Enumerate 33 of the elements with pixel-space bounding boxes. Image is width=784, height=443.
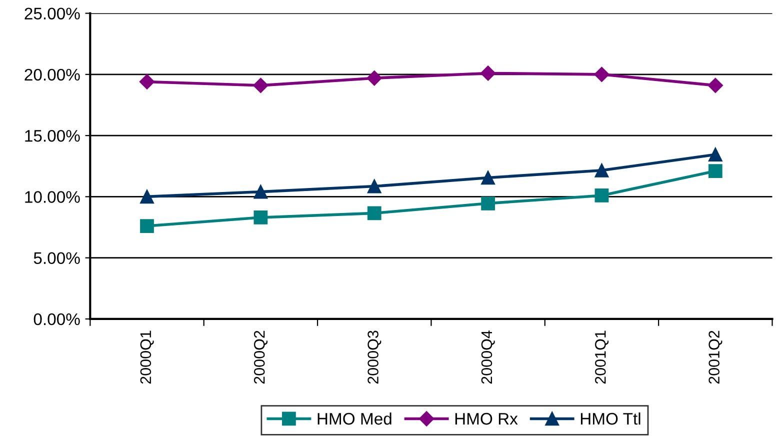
point [594,163,609,178]
point [481,196,495,210]
x-tick-label: 2000Q4 [481,330,495,384]
point [594,66,610,82]
x-tick-label: 2001Q2 [708,330,722,384]
point [708,78,723,93]
x-tick-label: 2000Q1 [140,330,154,384]
point [254,210,268,224]
point [367,206,382,220]
point [140,219,154,233]
y-tick-label: 15.00% [25,130,80,142]
x-tick-label: 2000Q2 [254,330,268,384]
legend-label: HMO Rx [455,412,518,425]
y-tick-label: 10.00% [25,191,80,203]
x-tick-label: 2000Q3 [368,330,382,384]
y-tick-label: 5.00% [34,252,80,264]
legend-label: HMO Med [318,412,392,425]
point [366,70,382,86]
point [708,148,722,162]
point [594,188,609,202]
point [481,170,495,185]
point [367,179,382,194]
point [480,66,496,81]
y-tick-label: 0.00% [34,313,80,326]
point [708,164,722,178]
point [254,184,268,199]
x-tick-label: 2001Q1 [595,330,609,384]
y-tick-label: 25.00% [24,8,80,20]
point [253,78,268,93]
y-tick-label: 20.00% [24,68,80,81]
legend-label: HMO Ttl [580,412,640,425]
point [140,190,154,204]
point [139,74,155,90]
